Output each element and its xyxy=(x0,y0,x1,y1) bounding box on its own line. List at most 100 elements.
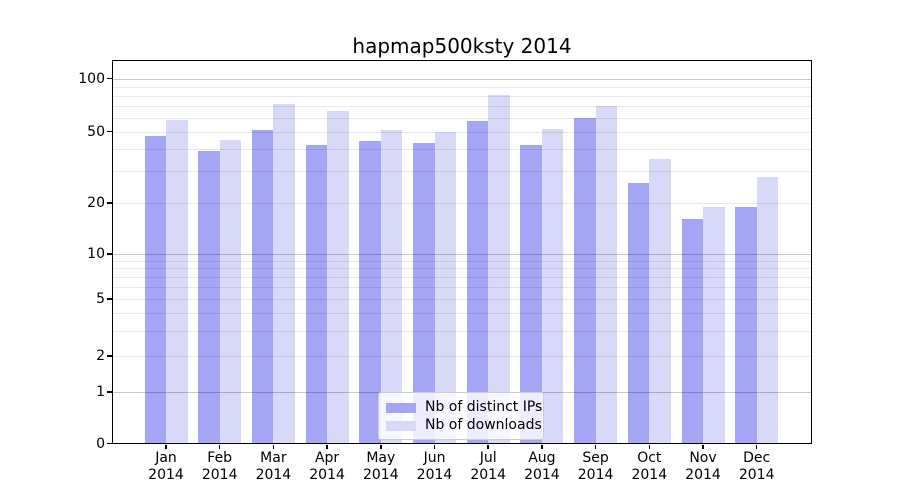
x-tick-month: Nov xyxy=(689,450,717,466)
x-tick-month: Jan xyxy=(155,450,177,466)
x-tick-year: 2014 xyxy=(148,467,184,483)
x-tick-year: 2014 xyxy=(416,467,453,483)
bar-downloads-jun xyxy=(434,131,456,444)
x-tick-year: 2014 xyxy=(631,467,668,483)
x-tick-mark xyxy=(218,444,221,449)
gridline-minor xyxy=(112,330,812,332)
gridline-minor xyxy=(112,356,812,357)
bar-downloads-sep xyxy=(595,105,618,444)
bar-downloads-feb xyxy=(219,139,242,444)
y-tick-label: 100 xyxy=(78,70,105,87)
x-tick-mark xyxy=(702,444,704,449)
x-tick-label: Nov 2014 xyxy=(671,450,735,484)
x-tick-month: Feb xyxy=(207,450,233,466)
bar-distinct-ips-jul xyxy=(466,121,489,444)
x-tick-label: Jan 2014 xyxy=(134,450,198,484)
x-tick-label: Oct 2014 xyxy=(617,450,681,484)
y-tick-label: 0 xyxy=(96,435,105,452)
x-tick-label: Aug 2014 xyxy=(510,450,574,484)
y-tick-mark xyxy=(106,130,112,133)
gridline-minor xyxy=(112,203,812,204)
gridline-minor xyxy=(112,131,812,133)
bar-distinct-ips-nov xyxy=(681,219,703,444)
bar-downloads-jul xyxy=(488,94,510,444)
x-tick-year: 2014 xyxy=(309,467,345,483)
x-tick-mark xyxy=(594,444,597,449)
x-tick-month: Oct xyxy=(637,450,662,466)
x-tick-mark xyxy=(755,444,758,449)
gridline-major xyxy=(112,254,812,255)
y-tick-mark xyxy=(106,442,112,445)
y-tick-mark xyxy=(106,253,112,255)
x-tick-mark xyxy=(165,444,167,449)
gridline-minor xyxy=(112,277,812,279)
x-tick-label: May 2014 xyxy=(349,450,413,484)
chart-title: hapmap500ksty 2014 xyxy=(352,34,572,58)
x-tick-month: May xyxy=(366,450,396,466)
gridline-minor xyxy=(112,95,812,97)
gridline-minor xyxy=(112,299,812,300)
y-tick-mark xyxy=(106,355,112,357)
bars-layer xyxy=(112,60,812,444)
x-tick-month: Apr xyxy=(314,450,340,466)
x-tick-month: Sep xyxy=(582,450,609,466)
x-tick-label: Dec 2014 xyxy=(725,450,789,484)
x-tick-mark xyxy=(487,444,489,449)
grid-layer xyxy=(112,60,812,444)
x-tick-mark xyxy=(433,444,436,449)
legend-swatch-distinct-ips xyxy=(386,402,416,413)
bar-downloads-dec xyxy=(756,176,779,444)
plot-area xyxy=(112,60,812,444)
x-tick-mark xyxy=(380,444,382,449)
bar-distinct-ips-aug xyxy=(520,145,542,444)
bar-downloads-aug xyxy=(541,128,564,444)
gridline-minor xyxy=(112,117,812,119)
gridline-minor xyxy=(112,312,812,314)
x-tick-year: 2014 xyxy=(524,467,560,483)
gridline-minor xyxy=(112,86,812,88)
x-tick-label: Jun 2014 xyxy=(403,450,467,484)
legend-row-downloads: Nb of downloads xyxy=(386,418,542,433)
legend-swatch-downloads xyxy=(386,420,416,431)
x-tick-mark xyxy=(541,444,543,449)
bar-distinct-ips-may xyxy=(359,141,381,444)
gridline-minor xyxy=(112,105,812,107)
bar-downloads-oct xyxy=(649,159,671,444)
x-tick-year: 2014 xyxy=(577,467,614,483)
x-tick-mark xyxy=(272,444,275,449)
x-tick-label: Sep 2014 xyxy=(564,450,628,484)
y-tick-mark xyxy=(106,391,112,393)
bar-downloads-may xyxy=(380,129,403,444)
y-tick-mark xyxy=(106,298,112,300)
bar-downloads-jan xyxy=(166,120,188,444)
x-tick-year: 2014 xyxy=(201,467,238,483)
bar-distinct-ips-oct xyxy=(627,182,650,444)
legend-label-distinct-ips: Nb of distinct IPs xyxy=(425,399,543,415)
x-tick-month: Jun xyxy=(423,450,446,466)
bar-distinct-ips-mar xyxy=(251,129,274,444)
bar-distinct-ips-jan xyxy=(144,136,166,444)
legend: Nb of distinct IPs Nb of downloads xyxy=(378,392,544,440)
x-tick-label: Mar 2014 xyxy=(241,450,305,484)
x-tick-label: Feb 2014 xyxy=(188,450,252,484)
gridline-major xyxy=(112,78,812,80)
bar-distinct-ips-apr xyxy=(305,145,328,444)
x-tick-mark xyxy=(648,444,651,449)
x-tick-year: 2014 xyxy=(470,467,506,483)
bar-distinct-ips-sep xyxy=(574,117,596,444)
gridline-minor xyxy=(112,148,812,150)
y-tick-label: 1 xyxy=(96,384,105,400)
gridline-minor xyxy=(112,171,812,173)
legend-label-downloads: Nb of downloads xyxy=(425,417,542,433)
bar-distinct-ips-dec xyxy=(735,206,757,444)
gridline-minor xyxy=(112,268,812,270)
bar-distinct-ips-feb xyxy=(198,150,220,444)
x-tick-year: 2014 xyxy=(738,467,775,483)
x-tick-year: 2014 xyxy=(362,467,399,483)
x-tick-label: Apr 2014 xyxy=(295,450,359,484)
y-tick-label: 5 xyxy=(96,291,105,307)
x-tick-month: Dec xyxy=(743,450,771,466)
y-tick-mark xyxy=(106,77,112,80)
bar-distinct-ips-jun xyxy=(413,143,435,444)
